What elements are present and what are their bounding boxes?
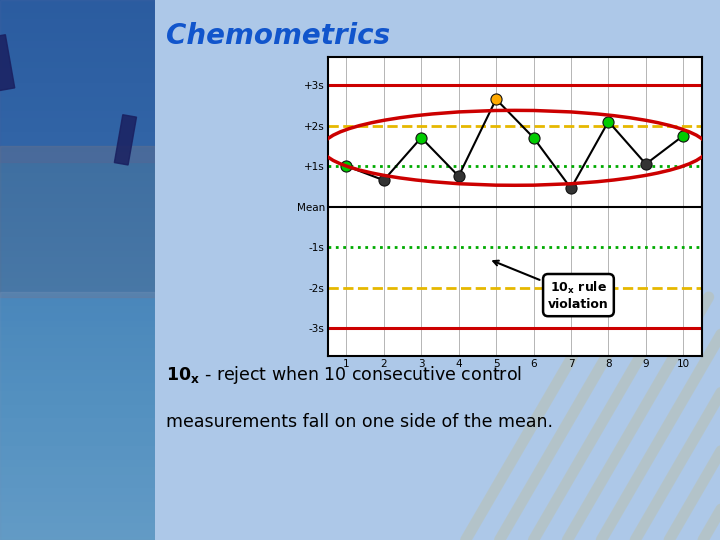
Text: $\mathbf{10_x}$ - reject when 10 consecutive control: $\mathbf{10_x}$ - reject when 10 consecu…: [166, 364, 522, 387]
Text: measurements fall on one side of the mean.: measurements fall on one side of the mea…: [166, 413, 553, 431]
Bar: [0, 35, 14, 91]
Bar: [188, 48, 228, 115]
Bar: [0, 146, 155, 297]
Bar: [0, 292, 155, 540]
Text: Chemometrics: Chemometrics: [166, 22, 390, 50]
Bar: [0, 0, 155, 162]
Text: $\mathbf{10_x}$ rule
violation: $\mathbf{10_x}$ rule violation: [493, 261, 609, 311]
Bar: [114, 114, 137, 165]
